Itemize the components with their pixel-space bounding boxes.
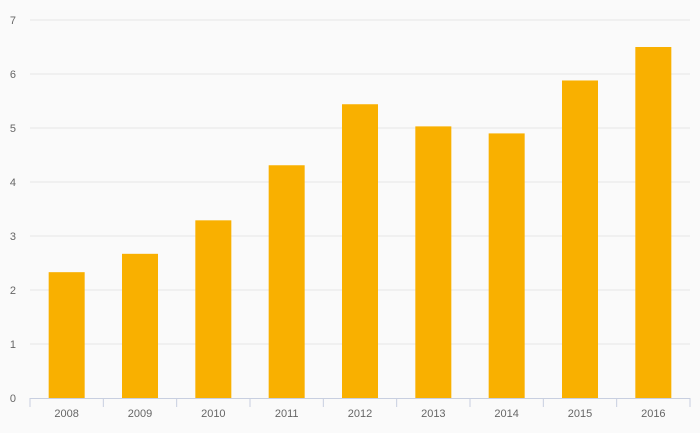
bar-2012[interactable]: [342, 104, 378, 399]
bars: [48, 47, 672, 399]
x-tick-label: 2016: [641, 408, 665, 420]
x-tick-label: 2009: [128, 408, 152, 420]
x-tick-label: 2008: [54, 408, 78, 420]
bar-2013[interactable]: [415, 126, 452, 398]
y-tick-label: 0: [10, 393, 16, 405]
bar-2014[interactable]: [488, 133, 525, 398]
x-tick-label: 2012: [348, 408, 372, 420]
y-tick-label: 4: [10, 177, 16, 189]
y-tick-label: 7: [10, 15, 16, 27]
x-axis: [29, 398, 691, 407]
bar-2009[interactable]: [122, 253, 158, 398]
bar-2016[interactable]: [635, 47, 672, 398]
bar-2015[interactable]: [562, 80, 598, 398]
x-tick-label: 2010: [201, 408, 225, 420]
x-tick-label: 2014: [494, 408, 518, 420]
y-axis-tick-labels: 0 1 2 3 4 5 6 7: [10, 15, 16, 405]
y-tick-label: 3: [10, 231, 16, 243]
x-axis-tick-labels: 2008 2009 2010 2011 2012 2013 2014 2015 2016: [54, 408, 665, 420]
x-tick-label: 2015: [568, 408, 592, 420]
bar-2010[interactable]: [195, 220, 232, 398]
x-tick-label: 2011: [275, 408, 299, 420]
x-tick-label: 2013: [421, 408, 445, 420]
bar-2011[interactable]: [268, 165, 305, 398]
y-tick-label: 2: [10, 285, 16, 297]
y-tick-label: 5: [10, 123, 16, 135]
y-tick-label: 1: [10, 339, 16, 351]
bar-2008[interactable]: [48, 272, 85, 398]
y-tick-label: 6: [10, 69, 16, 81]
